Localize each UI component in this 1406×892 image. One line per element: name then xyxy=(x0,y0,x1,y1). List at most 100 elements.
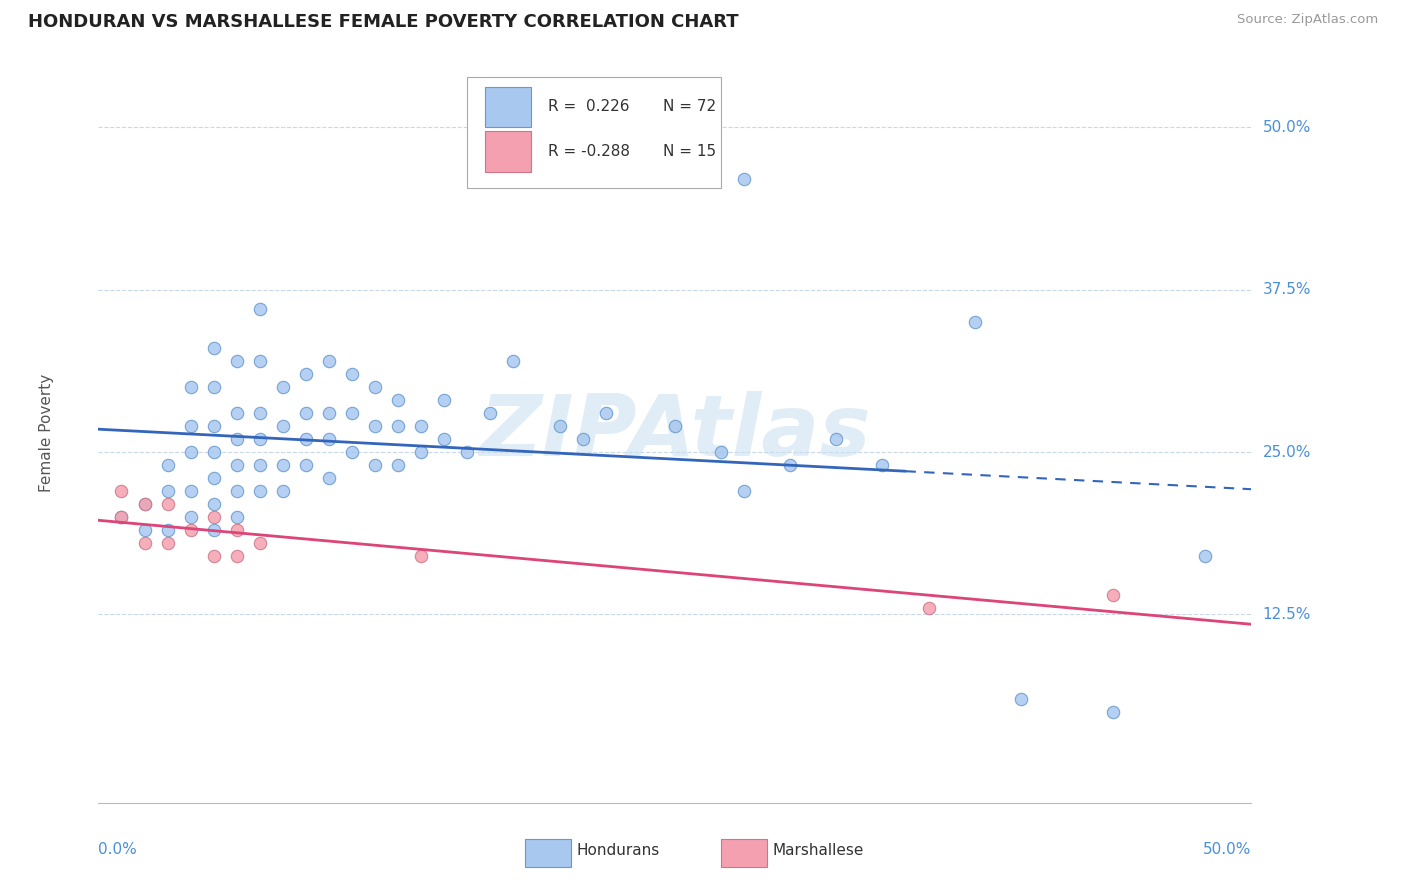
Point xyxy=(595,406,617,420)
Point xyxy=(411,445,433,459)
Point xyxy=(318,406,340,420)
Point xyxy=(225,549,247,563)
Point xyxy=(340,406,363,420)
Point xyxy=(318,471,340,485)
Point xyxy=(1010,692,1032,706)
Point xyxy=(225,406,247,420)
Point xyxy=(180,380,202,394)
Point xyxy=(249,354,271,368)
Point xyxy=(1102,705,1125,719)
Point xyxy=(134,523,156,537)
Point xyxy=(456,445,478,459)
Point xyxy=(340,367,363,381)
FancyBboxPatch shape xyxy=(485,87,531,128)
Point xyxy=(225,484,247,499)
Text: 50.0%: 50.0% xyxy=(1204,842,1251,856)
Text: R = -0.288: R = -0.288 xyxy=(548,144,630,159)
Point xyxy=(733,172,755,186)
Point xyxy=(387,419,409,434)
Text: Marshallese: Marshallese xyxy=(773,844,865,858)
Point xyxy=(225,354,247,368)
Point xyxy=(249,302,271,317)
Text: ZIPAtlas: ZIPAtlas xyxy=(479,391,870,475)
Point xyxy=(318,432,340,446)
Text: R =  0.226: R = 0.226 xyxy=(548,99,630,114)
Point xyxy=(180,419,202,434)
Text: 25.0%: 25.0% xyxy=(1263,444,1310,459)
Point xyxy=(225,510,247,524)
Point xyxy=(548,419,571,434)
Point xyxy=(779,458,801,472)
FancyBboxPatch shape xyxy=(485,131,531,171)
Point xyxy=(271,484,294,499)
Point xyxy=(156,497,179,511)
Point xyxy=(249,484,271,499)
Text: Source: ZipAtlas.com: Source: ZipAtlas.com xyxy=(1237,13,1378,27)
Point xyxy=(249,536,271,550)
FancyBboxPatch shape xyxy=(524,839,571,867)
Text: 0.0%: 0.0% xyxy=(98,842,138,856)
Text: N = 72: N = 72 xyxy=(664,99,717,114)
Point xyxy=(364,419,387,434)
Point xyxy=(411,549,433,563)
Point xyxy=(180,484,202,499)
Point xyxy=(180,445,202,459)
Point xyxy=(134,497,156,511)
Point xyxy=(110,510,132,524)
Text: 50.0%: 50.0% xyxy=(1263,120,1310,135)
Point xyxy=(134,497,156,511)
Point xyxy=(202,445,225,459)
Point xyxy=(825,432,848,446)
Point xyxy=(202,380,225,394)
Text: Hondurans: Hondurans xyxy=(576,844,661,858)
Point xyxy=(271,458,294,472)
Text: 12.5%: 12.5% xyxy=(1263,607,1310,622)
Point xyxy=(571,432,593,446)
Point xyxy=(202,549,225,563)
Point xyxy=(156,458,179,472)
Point xyxy=(156,523,179,537)
Point xyxy=(202,523,225,537)
Point xyxy=(202,497,225,511)
Point xyxy=(249,458,271,472)
Point xyxy=(1102,588,1125,602)
Point xyxy=(156,484,179,499)
Point xyxy=(1194,549,1216,563)
Point xyxy=(225,523,247,537)
Text: 37.5%: 37.5% xyxy=(1263,282,1310,297)
Point xyxy=(502,354,524,368)
Point xyxy=(202,471,225,485)
Point xyxy=(271,380,294,394)
Point xyxy=(249,406,271,420)
Point xyxy=(202,341,225,355)
Point xyxy=(433,432,456,446)
Point xyxy=(202,510,225,524)
Point xyxy=(364,380,387,394)
Point xyxy=(225,458,247,472)
Point xyxy=(271,419,294,434)
Text: Female Poverty: Female Poverty xyxy=(39,374,53,491)
Point xyxy=(364,458,387,472)
Point xyxy=(225,432,247,446)
FancyBboxPatch shape xyxy=(467,78,721,188)
Point xyxy=(180,510,202,524)
Point xyxy=(340,445,363,459)
Point xyxy=(134,536,156,550)
Point xyxy=(110,484,132,499)
Point xyxy=(479,406,502,420)
Point xyxy=(917,601,939,615)
Point xyxy=(387,458,409,472)
Point xyxy=(872,458,894,472)
Point xyxy=(433,393,456,408)
Point xyxy=(387,393,409,408)
FancyBboxPatch shape xyxy=(721,839,768,867)
Point xyxy=(664,419,686,434)
Text: HONDURAN VS MARSHALLESE FEMALE POVERTY CORRELATION CHART: HONDURAN VS MARSHALLESE FEMALE POVERTY C… xyxy=(28,13,738,31)
Point xyxy=(318,354,340,368)
Point xyxy=(963,315,986,329)
Point xyxy=(110,510,132,524)
Point xyxy=(156,536,179,550)
Point xyxy=(295,432,318,446)
Point xyxy=(249,432,271,446)
Point xyxy=(411,419,433,434)
